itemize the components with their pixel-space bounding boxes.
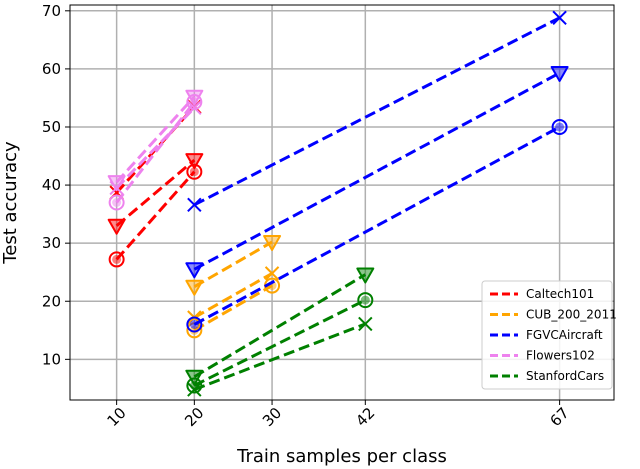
series-fgvcaircraft [185, 10, 569, 333]
x-marker [109, 180, 124, 196]
series-line [193, 273, 367, 379]
x-marker [264, 266, 280, 281]
legend-label: Caltech101 [526, 287, 594, 301]
circle-marker-fill [189, 319, 199, 329]
series-line [193, 71, 561, 271]
circle-marker [108, 251, 125, 268]
triangle-marker [185, 153, 204, 170]
series-line [193, 298, 366, 387]
y-tick-label: 40 [42, 176, 61, 194]
y-tick-label: 60 [42, 60, 61, 78]
series-line [193, 272, 273, 319]
series-line [115, 101, 196, 204]
x-marker [552, 10, 567, 25]
series-stanfordcars [185, 267, 375, 397]
series-line [193, 284, 273, 332]
legend-label: FGVCAircraft [526, 328, 603, 342]
circle-marker [357, 292, 374, 309]
y-axis-title: Test accuracy [0, 141, 21, 265]
legend: Caltech101 CUB_200_2011 FGVCAircraft Flower… [481, 280, 617, 390]
y-tick-label: 70 [42, 2, 61, 20]
x-tick-label: 67 [546, 404, 572, 430]
legend-label: CUB_200_2011 [526, 308, 617, 322]
circle-marker-fill [360, 295, 370, 305]
circle-marker [186, 163, 203, 180]
series-line [115, 170, 196, 261]
circle-marker [186, 316, 203, 333]
x-tick-label: 42 [352, 404, 378, 430]
x-marker [187, 100, 202, 116]
series-flowers102 [107, 89, 204, 211]
legend-box [481, 280, 613, 390]
triangle-marker [550, 65, 569, 82]
plot-series [107, 10, 569, 397]
grid-lines [70, 5, 614, 400]
triangle-marker [263, 235, 282, 251]
series-line [115, 158, 196, 227]
legend-label: Flowers102 [526, 349, 595, 363]
triangle-marker [107, 218, 126, 235]
circle-marker [551, 118, 568, 135]
y-tick-label: 30 [42, 234, 61, 252]
circle-marker-fill [555, 122, 565, 132]
series-line [193, 16, 561, 207]
x-marker [187, 197, 202, 213]
y-tick-label: 10 [42, 350, 61, 368]
series-line [193, 240, 273, 289]
circle-marker-fill [189, 167, 199, 177]
y-tick-label: 50 [42, 118, 61, 136]
series-line [115, 95, 196, 184]
triangle-marker [185, 89, 204, 106]
x-axis-title: Train samples per class [236, 446, 447, 467]
triangle-marker [185, 262, 204, 279]
y-tick-label: 20 [42, 292, 61, 310]
triangle-marker [356, 267, 375, 284]
triangle-marker [185, 369, 204, 386]
circle-marker-fill [112, 198, 122, 207]
x-tick-label: 10 [104, 404, 130, 430]
plot-frame [69, 4, 615, 401]
triangle-marker [185, 279, 204, 296]
x-marker [187, 382, 202, 397]
series-line [115, 106, 196, 190]
x-tick-label: 30 [259, 404, 285, 430]
legend-label: StanfordCars [526, 369, 604, 383]
circle-marker-fill [112, 254, 122, 264]
x-tick-label: 20 [181, 404, 207, 430]
series-line [193, 125, 561, 326]
circle-marker [108, 194, 125, 211]
x-marker [358, 316, 373, 332]
series-line [193, 322, 366, 391]
